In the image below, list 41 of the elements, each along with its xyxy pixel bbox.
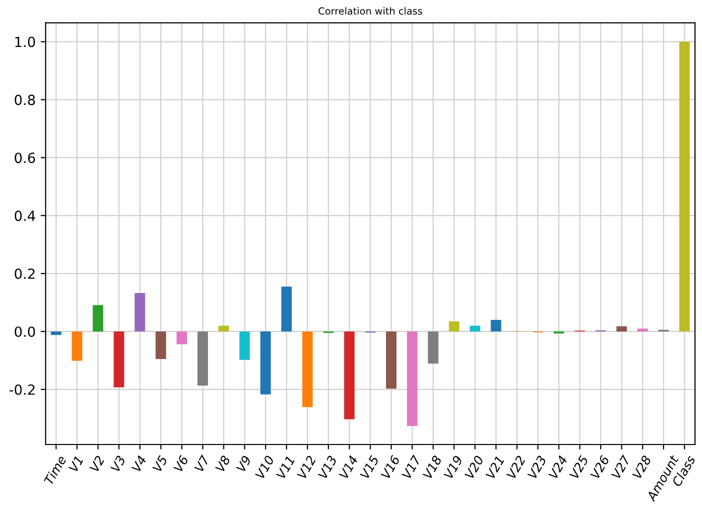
bar <box>260 331 271 394</box>
x-tick-label: V6 <box>173 454 189 473</box>
bar <box>156 331 166 360</box>
chart-title: Correlation with class <box>318 7 422 15</box>
bar <box>134 292 146 332</box>
bar <box>218 326 229 332</box>
bar <box>197 331 208 386</box>
bar <box>176 331 188 344</box>
bar <box>50 331 62 335</box>
x-tick-label: V7 <box>194 454 210 472</box>
bar <box>72 331 82 361</box>
y-tick-label: 1.0 <box>15 36 35 48</box>
bar <box>239 331 250 360</box>
x-tick-label: V8 <box>214 454 231 473</box>
y-tick-label: 0.4 <box>14 210 36 222</box>
bar <box>679 42 690 332</box>
bar <box>281 286 292 332</box>
bar <box>470 326 480 332</box>
y-tick-label: 0.6 <box>14 152 36 164</box>
x-tick-label: V9 <box>236 455 252 473</box>
bar <box>616 326 627 332</box>
bar <box>92 305 104 332</box>
bar <box>637 328 648 332</box>
x-tick-label: V4 <box>131 455 147 472</box>
bar <box>386 331 396 389</box>
y-tick-label: 0.8 <box>14 94 35 106</box>
text: 0.0 <box>14 326 35 337</box>
y-tick-label: -0.2 <box>9 384 35 395</box>
x-tick-label: V5 <box>152 455 168 473</box>
x-tick-label: V2 <box>89 455 105 472</box>
bar <box>448 321 460 332</box>
bar <box>406 331 418 426</box>
bar <box>114 331 124 388</box>
bar <box>490 320 502 332</box>
bar <box>344 331 355 420</box>
y-tick-label: 0.2 <box>14 268 35 279</box>
x-tick-label: V3 <box>110 455 126 473</box>
bar <box>302 331 313 408</box>
bar <box>428 331 438 364</box>
bar <box>554 331 564 334</box>
x-tick-label: V1 <box>68 456 84 472</box>
